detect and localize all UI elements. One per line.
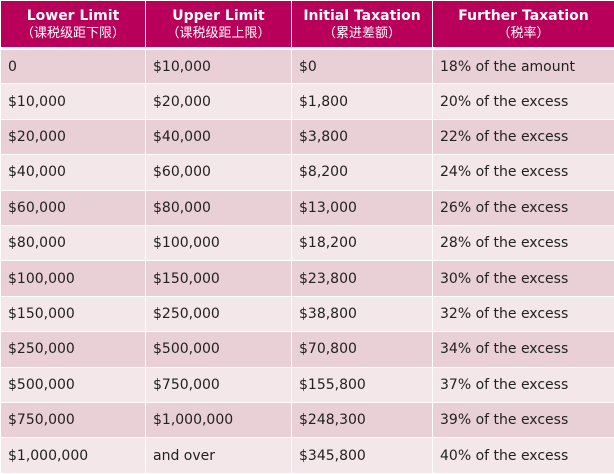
upper-limit-cell: $1,000,000 [145, 402, 292, 439]
upper-limit-cell: $60,000 [145, 154, 292, 191]
initial-taxation-cell: $0 [291, 47, 433, 85]
lower-limit-cell: 0 [0, 47, 146, 85]
table-row: $100,000 $150,000 $23,800 30% of the exc… [0, 260, 614, 297]
table-header: Lower Limit （课税级距下限） Upper Limit （课税级距上限… [0, 0, 614, 50]
lower-limit-cell: $100,000 [0, 260, 146, 297]
further-taxation-cell: 32% of the excess [432, 295, 614, 333]
initial-taxation-cell: $3,800 [291, 118, 433, 156]
initial-taxation-cell: $18,200 [291, 225, 433, 262]
upper-limit-cell: $80,000 [145, 189, 292, 227]
lower-limit-cell: $250,000 [0, 331, 146, 368]
further-taxation-cell: 24% of the excess [432, 154, 614, 191]
lower-limit-cell: $500,000 [0, 366, 146, 404]
initial-taxation-cell: $1,800 [291, 83, 433, 120]
further-taxation-cell: 28% of the excess [432, 225, 614, 262]
further-taxation-cell: 34% of the excess [432, 331, 614, 368]
lower-limit-cell: $750,000 [0, 402, 146, 439]
further-taxation-cell: 20% of the excess [432, 83, 614, 120]
header-further-taxation: Further Taxation （税率） [432, 0, 614, 50]
header-upper-limit-label: Upper Limit [172, 7, 265, 24]
further-taxation-cell: 30% of the excess [432, 260, 614, 297]
header-initial-taxation-label: Initial Taxation [303, 7, 421, 24]
table-row: $250,000 $500,000 $70,800 34% of the exc… [0, 331, 614, 368]
table-row: $40,000 $60,000 $8,200 24% of the excess [0, 154, 614, 191]
table-row: $20,000 $40,000 $3,800 22% of the excess [0, 118, 614, 156]
upper-limit-cell: $500,000 [145, 331, 292, 368]
initial-taxation-cell: $155,800 [291, 366, 433, 404]
lower-limit-cell: $150,000 [0, 295, 146, 333]
header-further-taxation-sub: （税率） [497, 25, 550, 41]
table-row: $60,000 $80,000 $13,000 26% of the exces… [0, 189, 614, 227]
further-taxation-cell: 40% of the excess [432, 437, 614, 474]
initial-taxation-cell: $8,200 [291, 154, 433, 191]
header-initial-taxation-sub: （累进差额） [322, 25, 401, 41]
lower-limit-cell: $60,000 [0, 189, 146, 227]
upper-limit-cell: $40,000 [145, 118, 292, 156]
further-taxation-cell: 37% of the excess [432, 366, 614, 404]
header-row: Lower Limit （课税级距下限） Upper Limit （课税级距上限… [0, 0, 614, 50]
further-taxation-cell: 26% of the excess [432, 189, 614, 227]
further-taxation-cell: 22% of the excess [432, 118, 614, 156]
table-row: $750,000 $1,000,000 $248,300 39% of the … [0, 402, 614, 439]
initial-taxation-cell: $70,800 [291, 331, 433, 368]
header-further-taxation-label: Further Taxation [458, 7, 589, 24]
header-lower-limit-label: Lower Limit [26, 7, 120, 24]
further-taxation-cell: 18% of the amount [432, 47, 614, 85]
initial-taxation-cell: $38,800 [291, 295, 433, 333]
upper-limit-cell: $250,000 [145, 295, 292, 333]
table-row: 0 $10,000 $0 18% of the amount [0, 47, 614, 85]
upper-limit-cell: and over [145, 437, 292, 474]
upper-limit-cell: $150,000 [145, 260, 292, 297]
table-row: $10,000 $20,000 $1,800 20% of the excess [0, 83, 614, 120]
initial-taxation-cell: $345,800 [291, 437, 433, 474]
initial-taxation-cell: $248,300 [291, 402, 433, 439]
header-upper-limit-sub: （课税级距上限） [166, 25, 271, 41]
lower-limit-cell: $1,000,000 [0, 437, 146, 474]
table-row: $150,000 $250,000 $38,800 32% of the exc… [0, 295, 614, 333]
upper-limit-cell: $100,000 [145, 225, 292, 262]
initial-taxation-cell: $23,800 [291, 260, 433, 297]
lower-limit-cell: $80,000 [0, 225, 146, 262]
table-row: $1,000,000 and over $345,800 40% of the … [0, 437, 614, 474]
further-taxation-cell: 39% of the excess [432, 402, 614, 439]
upper-limit-cell: $750,000 [145, 366, 292, 404]
header-initial-taxation: Initial Taxation （累进差额） [291, 0, 433, 50]
table-row: $500,000 $750,000 $155,800 37% of the ex… [0, 366, 614, 404]
lower-limit-cell: $20,000 [0, 118, 146, 156]
header-lower-limit: Lower Limit （课税级距下限） [0, 0, 146, 50]
initial-taxation-cell: $13,000 [291, 189, 433, 227]
upper-limit-cell: $10,000 [145, 47, 292, 85]
table-row: $80,000 $100,000 $18,200 28% of the exce… [0, 225, 614, 262]
header-lower-limit-sub: （课税级距下限） [20, 25, 125, 41]
lower-limit-cell: $40,000 [0, 154, 146, 191]
table-body: 0 $10,000 $0 18% of the amount $10,000 $… [0, 47, 614, 474]
lower-limit-cell: $10,000 [0, 83, 146, 120]
header-upper-limit: Upper Limit （课税级距上限） [145, 0, 292, 50]
upper-limit-cell: $20,000 [145, 83, 292, 120]
